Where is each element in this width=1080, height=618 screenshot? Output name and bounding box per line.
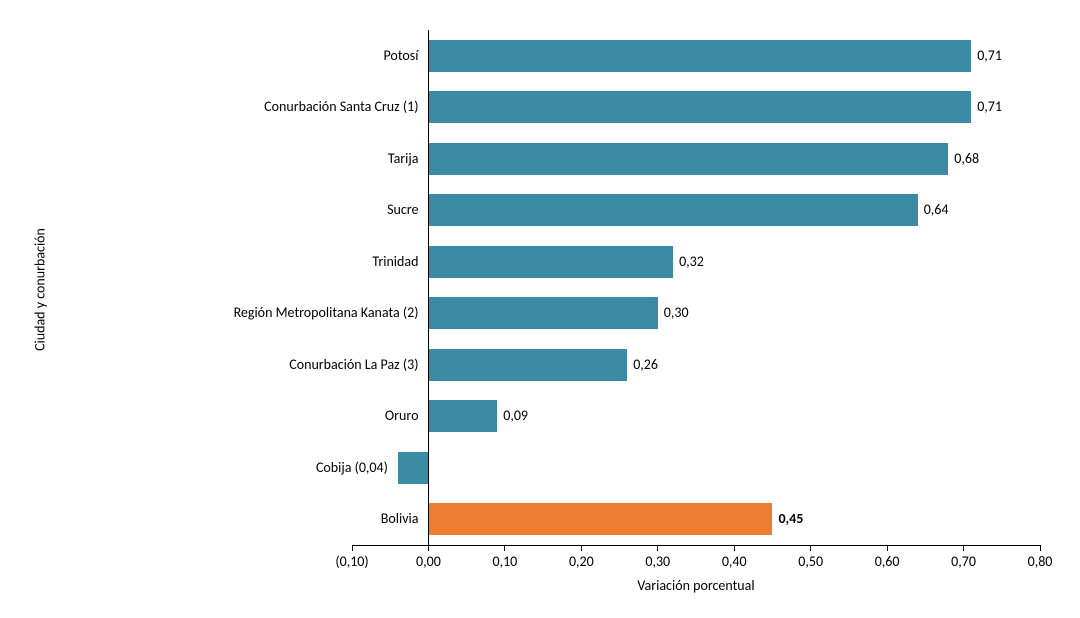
bar — [428, 194, 917, 226]
category-label: Región Metropolitana Kanata (2) — [234, 306, 419, 320]
x-tick-mark — [352, 545, 353, 551]
category-label: Sucre — [387, 203, 418, 217]
x-tick-label: 0,00 — [398, 553, 458, 570]
category-label: Oruro — [385, 409, 419, 423]
bar — [428, 246, 673, 278]
x-tick-label: 0,50 — [781, 553, 841, 570]
bar-value-label: 0,30 — [664, 306, 689, 320]
x-tick-mark — [428, 545, 429, 551]
bar — [428, 349, 627, 381]
x-tick-label: 0,30 — [628, 553, 688, 570]
x-tick-label: 0,60 — [857, 553, 917, 570]
bar-value-label: 0,71 — [977, 49, 1002, 63]
category-label: Tarija — [388, 152, 419, 166]
x-tick-mark — [581, 545, 582, 551]
bar-value-label: 0,68 — [954, 152, 979, 166]
category-label: Potosí — [383, 49, 418, 63]
bar-value-label: 0,71 — [977, 100, 1002, 114]
category-label: Bolivia — [381, 512, 419, 526]
bar-value-label: 0,64 — [924, 203, 949, 217]
x-tick-mark — [734, 545, 735, 551]
bar-value-label: 0,09 — [503, 409, 528, 423]
x-tick-label: 0,70 — [934, 553, 994, 570]
chart-container: Ciudad y conurbación Variación porcentua… — [0, 0, 1080, 618]
x-tick-label: 0,10 — [475, 553, 535, 570]
x-tick-mark — [810, 545, 811, 551]
category-label: Conurbación La Paz (3) — [289, 358, 418, 372]
x-axis-title: Variación porcentual — [546, 577, 846, 594]
x-tick-mark — [504, 545, 505, 551]
x-tick-label: 0,40 — [704, 553, 764, 570]
bar — [428, 297, 657, 329]
bar — [428, 40, 971, 72]
category-label: Cobija (0,04) — [316, 461, 388, 475]
bar — [428, 503, 772, 535]
bar-value-label: 0,26 — [633, 358, 658, 372]
bar — [428, 400, 497, 432]
x-tick-mark — [887, 545, 888, 551]
bar — [398, 452, 429, 484]
x-tick-mark — [1040, 545, 1041, 551]
x-tick-mark — [657, 545, 658, 551]
x-tick-label: 0,80 — [1010, 553, 1070, 570]
category-label: Conurbación Santa Cruz (1) — [264, 100, 418, 114]
bar-value-label: 0,45 — [778, 512, 803, 526]
x-tick-mark — [963, 545, 964, 551]
zero-baseline — [428, 30, 429, 545]
x-tick-label: (0,10) — [322, 553, 382, 570]
bar-value-label: 0,32 — [679, 255, 704, 269]
x-tick-label: 0,20 — [551, 553, 611, 570]
category-label: Trinidad — [372, 255, 418, 269]
x-axis-line — [352, 545, 1040, 546]
bar — [428, 91, 971, 123]
bar — [428, 143, 948, 175]
y-axis-title: Ciudad y conurbación — [32, 189, 49, 389]
